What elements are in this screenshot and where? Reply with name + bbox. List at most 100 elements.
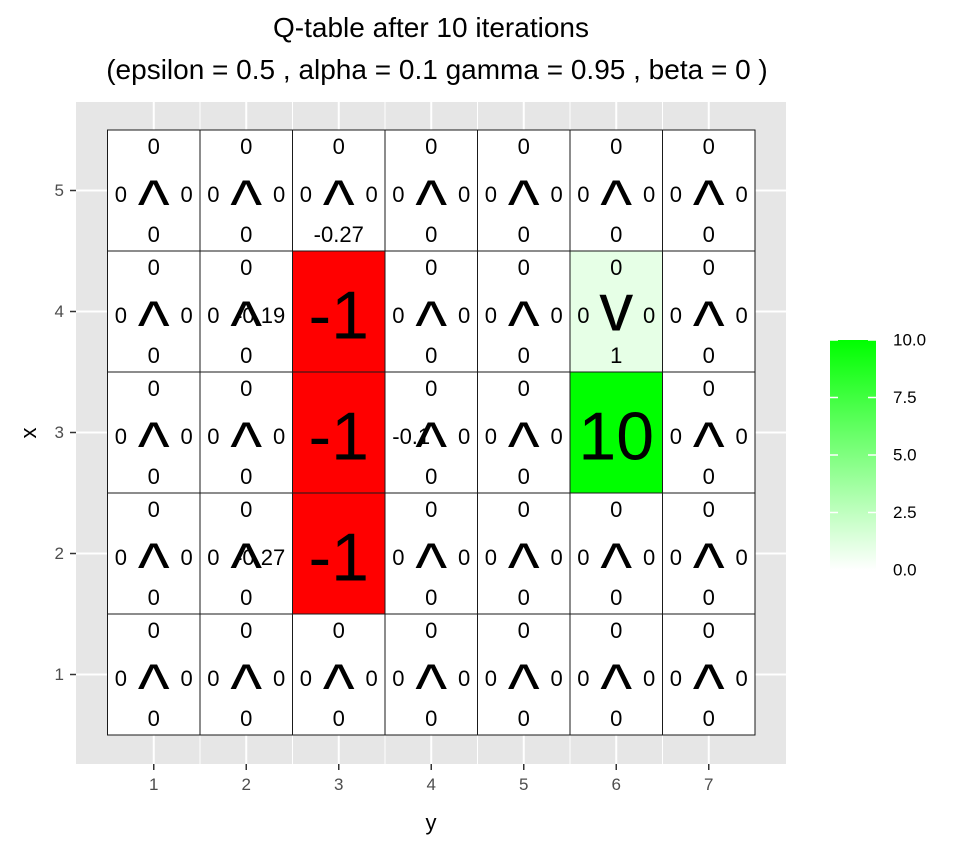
q-value-down: 0 — [610, 222, 622, 247]
q-value-left: 0 — [207, 303, 219, 328]
q-value-up: 0 — [148, 255, 160, 280]
policy-arrow: ^ — [230, 651, 262, 727]
q-value-down: 0 — [425, 222, 437, 247]
policy-arrow: ^ — [415, 651, 447, 727]
q-value-down: 0 — [518, 706, 530, 731]
q-value-up: 0 — [703, 376, 715, 401]
policy-arrow: v — [599, 270, 633, 346]
policy-arrow: ^ — [693, 288, 725, 364]
q-value-right: 0 — [273, 666, 285, 691]
q-value-down: 0 — [703, 222, 715, 247]
q-value-left: 0 — [670, 424, 682, 449]
cell-value-label: -1 — [309, 399, 369, 475]
q-value-left: 0 — [115, 545, 127, 570]
q-value-down: 0 — [148, 222, 160, 247]
q-value-right: 0 — [366, 182, 378, 207]
q-value-left: 0 — [207, 424, 219, 449]
cell-x3-y1 — [107, 371, 201, 494]
legend-tick-label: 5.0 — [893, 446, 917, 465]
q-value-right: 0 — [736, 424, 748, 449]
q-value-right: 0 — [551, 666, 563, 691]
policy-arrow: ^ — [230, 288, 262, 364]
q-value-left: 0 — [392, 182, 404, 207]
q-value-right: 0 — [643, 666, 655, 691]
q-value-left: 0 — [485, 303, 497, 328]
q-value-left: 0 — [115, 182, 127, 207]
q-value-right: 0 — [181, 182, 193, 207]
q-value-left: 0 — [577, 303, 589, 328]
q-value-up: 0 — [240, 497, 252, 522]
cell-x1-y7 — [662, 613, 756, 736]
cell-x3-y7 — [662, 371, 756, 494]
q-value-up: 0 — [703, 618, 715, 643]
policy-arrow: ^ — [693, 409, 725, 485]
q-value-up: 0 — [425, 376, 437, 401]
x-tick-label: 3 — [334, 775, 343, 794]
q-value-labels: 000 0^000 0^0-0.270 0^000 0^000 0^000 0^000 0^0… — [115, 134, 748, 731]
q-value-right: 0 — [181, 545, 193, 570]
q-value-down: 0 — [425, 585, 437, 610]
q-value-left: 0 — [115, 666, 127, 691]
q-value-right: 0 — [551, 182, 563, 207]
q-value-right: 0 — [273, 424, 285, 449]
q-value-left: 0 — [207, 666, 219, 691]
cell-value-label: 10 — [578, 399, 654, 475]
legend-tick-label: 10.0 — [893, 331, 926, 350]
cell-x3-y2 — [199, 371, 293, 494]
x-tick-label: 6 — [612, 775, 621, 794]
q-value-left: 0 — [207, 545, 219, 570]
q-value-up: 0 — [240, 618, 252, 643]
q-value-right: -0.27 — [235, 545, 285, 570]
cell-x5-y7 — [662, 129, 756, 252]
q-value-up: 0 — [518, 376, 530, 401]
q-value-left: 0 — [577, 545, 589, 570]
q-value-up: 0 — [610, 134, 622, 159]
color-legend: 0.0 2.5 5.0 7.5 10.0 — [830, 331, 926, 580]
policy-arrow: ^ — [138, 167, 170, 243]
y-axis-title: x — [16, 428, 41, 439]
y-axis: 1 2 3 4 5 — [55, 181, 76, 684]
policy-arrow: ^ — [600, 651, 632, 727]
policy-arrow: ^ — [508, 651, 540, 727]
policy-arrow: ^ — [138, 530, 170, 606]
cell-x4-y2 — [199, 250, 293, 373]
cell-x1-y1 — [107, 613, 201, 736]
q-value-right: 0 — [643, 545, 655, 570]
policy-arrow: ^ — [138, 409, 170, 485]
cell-x5-y5 — [477, 129, 571, 252]
q-value-up: 0 — [518, 134, 530, 159]
policy-arrow: ^ — [138, 288, 170, 364]
y-tick-label: 5 — [55, 181, 64, 200]
q-value-right: 0 — [736, 545, 748, 570]
plot-panel: 000 0^000 0^0-0.270 0^000 0^000 0^000 0^000 0^0… — [76, 102, 786, 764]
q-value-down: 0 — [148, 585, 160, 610]
q-value-down: 0 — [148, 464, 160, 489]
cell-x1-y2 — [199, 613, 293, 736]
q-value-right: 0 — [181, 303, 193, 328]
q-value-right: 0 — [458, 182, 470, 207]
q-value-up: 0 — [148, 497, 160, 522]
q-value-left: 0 — [392, 545, 404, 570]
q-value-up: 0 — [333, 618, 345, 643]
q-value-left: 0 — [115, 303, 127, 328]
policy-arrow: ^ — [508, 167, 540, 243]
q-value-down: 0 — [703, 343, 715, 368]
q-value-right: 0 — [458, 424, 470, 449]
q-value-down: 0 — [518, 222, 530, 247]
q-value-left: 0 — [392, 666, 404, 691]
cell-x5-y4 — [384, 129, 478, 252]
q-value-down: 0 — [240, 706, 252, 731]
cell-x2-y2 — [199, 492, 293, 615]
q-value-up: 0 — [148, 618, 160, 643]
q-value-up: 0 — [703, 255, 715, 280]
q-value-right: 0 — [736, 666, 748, 691]
q-value-right: 0 — [551, 545, 563, 570]
heatmap-cells — [107, 129, 756, 736]
q-value-down: 0 — [425, 343, 437, 368]
cell-x3-y3 — [292, 371, 386, 494]
q-value-left: 0 — [485, 424, 497, 449]
policy-arrow: ^ — [415, 167, 447, 243]
q-value-down: 0 — [610, 706, 622, 731]
cell-x3-y4 — [384, 371, 478, 494]
